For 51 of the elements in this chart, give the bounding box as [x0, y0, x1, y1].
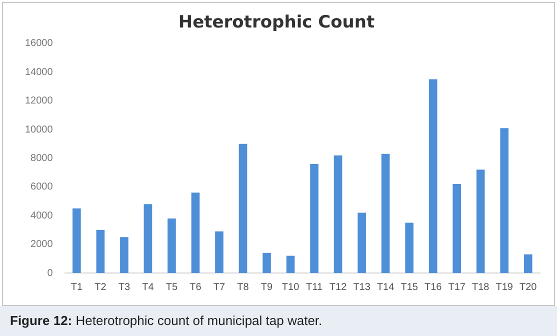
y-tick-label: 16000	[24, 38, 54, 50]
x-tick-label: T13	[353, 282, 371, 293]
bar	[72, 208, 81, 273]
y-tick-label: 4000	[30, 210, 54, 222]
bar	[500, 128, 509, 273]
caption: Figure 12: Heterotrophic count of municipal tap water.	[10, 313, 322, 328]
bar	[144, 204, 152, 273]
bar	[334, 155, 342, 273]
bar	[310, 164, 318, 273]
bar	[428, 79, 438, 273]
bar	[96, 230, 105, 273]
x-tick-label: T19	[496, 282, 514, 293]
y-tick-label: 8000	[30, 152, 54, 164]
x-tick-label: T11	[306, 282, 323, 293]
bar	[476, 170, 485, 273]
bar	[524, 254, 532, 273]
x-tick-label: T10	[282, 282, 300, 293]
x-tick-label: T6	[190, 282, 202, 293]
x-tick-label: T15	[400, 282, 418, 293]
bar	[238, 144, 248, 273]
bar	[286, 256, 295, 273]
x-tick-label: T2	[94, 282, 107, 293]
chart-title: Heterotrophic Count	[178, 12, 375, 33]
bar	[168, 218, 176, 273]
x-tick-label: T5	[166, 282, 178, 293]
bar	[452, 184, 461, 273]
y-tick-label: 6000	[30, 182, 54, 193]
x-tick-label: T16	[424, 282, 442, 293]
x-tick-label: T1	[70, 282, 83, 293]
x-tick-label: T9	[260, 282, 274, 293]
bar	[358, 212, 366, 273]
bar	[262, 252, 271, 273]
x-tick-label: T20	[520, 282, 538, 293]
y-tick-label: 10000	[24, 124, 54, 136]
x-tick-label: T17	[448, 282, 466, 293]
x-tick-label: T7	[213, 282, 226, 293]
bar	[405, 222, 414, 273]
x-tick-label: T18	[472, 282, 490, 293]
y-tick-label: 0	[47, 268, 54, 279]
y-tick-label: 14000	[24, 66, 54, 78]
bar	[381, 154, 390, 273]
x-tick-label: T3	[118, 282, 130, 293]
y-tick-label: 2000	[30, 239, 54, 250]
x-tick-label: T4	[142, 282, 154, 293]
x-tick-label: T14	[376, 282, 395, 293]
bar	[215, 231, 224, 273]
x-tick-label: T12	[329, 282, 348, 293]
bar	[120, 237, 128, 273]
y-tick-label: 12000	[24, 96, 54, 107]
bar	[191, 192, 200, 273]
x-tick-label: T8	[237, 282, 250, 293]
